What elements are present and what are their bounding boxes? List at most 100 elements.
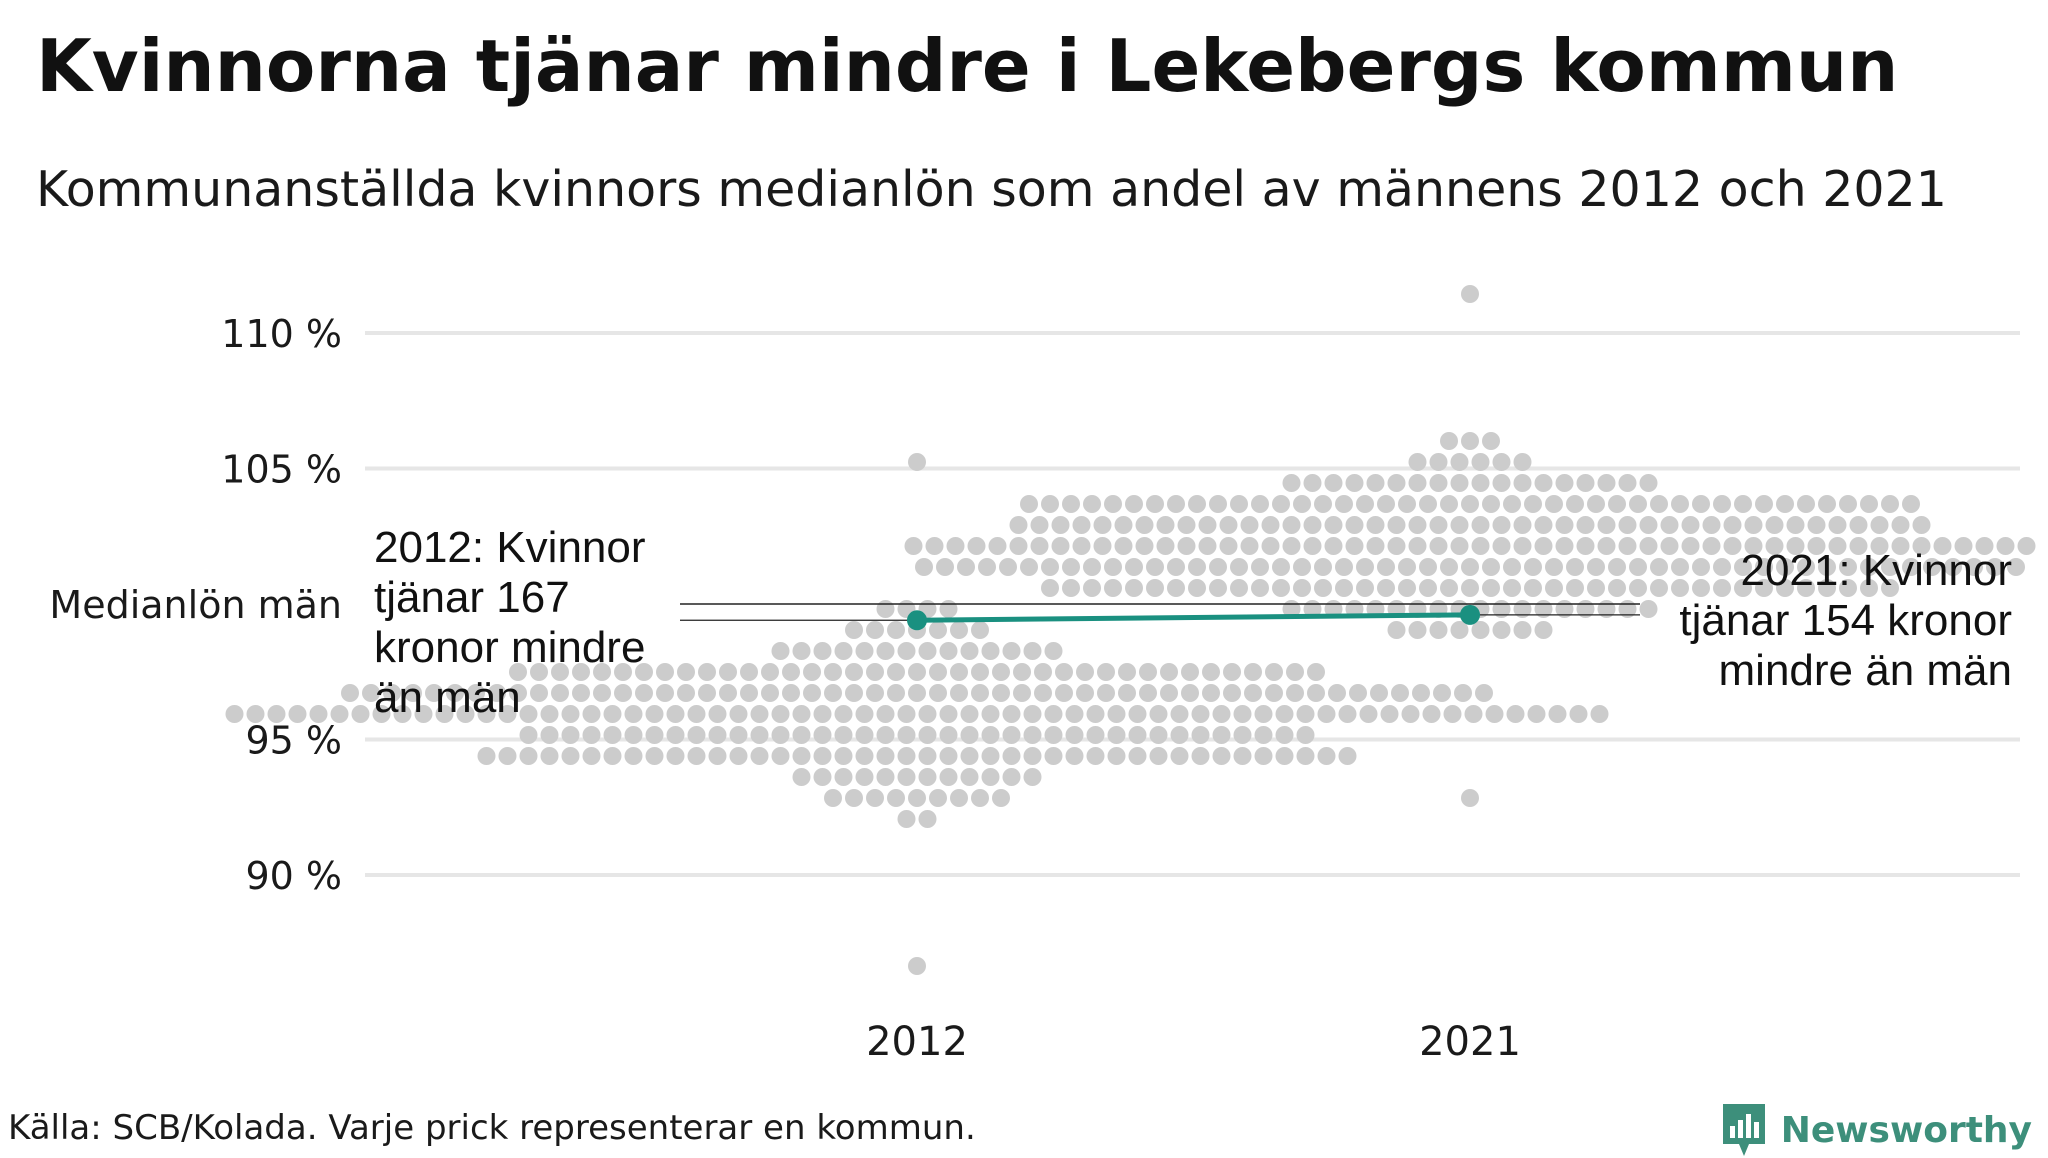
municipality-dot — [1254, 726, 1273, 744]
municipality-dot — [1002, 705, 1021, 723]
municipality-dot — [1356, 579, 1374, 597]
municipality-dot — [624, 705, 643, 723]
municipality-dot — [1629, 579, 1647, 597]
municipality-dot — [950, 663, 968, 681]
municipality-dot — [1618, 537, 1637, 555]
municipality-dot — [1377, 558, 1395, 576]
municipality-dot — [1023, 642, 1042, 660]
municipality-dot — [771, 705, 790, 723]
municipality-dot — [1370, 684, 1388, 702]
municipality-dot — [1524, 495, 1542, 513]
municipality-dot — [1408, 537, 1427, 555]
municipality-dot — [330, 705, 349, 723]
municipality-dot — [1303, 516, 1322, 534]
municipality-dot — [1912, 537, 1931, 555]
municipality-dot — [1419, 495, 1437, 513]
municipality-dot — [1275, 705, 1294, 723]
municipality-dot — [1198, 516, 1217, 534]
municipality-dot — [1671, 579, 1689, 597]
municipality-dot — [729, 747, 748, 765]
municipality-dot — [1681, 516, 1700, 534]
municipality-dot — [1107, 747, 1126, 765]
municipality-dot — [1181, 663, 1199, 681]
municipality-dot — [666, 705, 685, 723]
municipality-dot — [1296, 726, 1315, 744]
municipality-dot — [656, 684, 674, 702]
municipality-dot — [1765, 537, 1784, 555]
municipality-dot — [1167, 495, 1185, 513]
municipality-dot — [246, 705, 265, 723]
municipality-dot — [509, 663, 527, 681]
municipality-dot — [950, 621, 968, 639]
municipality-dot — [1366, 474, 1385, 492]
municipality-dot — [1902, 558, 1920, 576]
municipality-dot — [540, 726, 559, 744]
municipality-dot — [593, 663, 611, 681]
municipality-dot — [1744, 516, 1763, 534]
municipality-dot — [1576, 474, 1595, 492]
y-tick-label: 95 % — [245, 719, 342, 763]
municipality-dot — [740, 663, 758, 681]
municipality-dot — [1233, 726, 1252, 744]
municipality-dot — [782, 684, 800, 702]
municipality-dot — [572, 663, 590, 681]
municipality-dot — [1233, 705, 1252, 723]
municipality-dot — [1713, 558, 1731, 576]
municipality-dot — [1230, 579, 1248, 597]
municipality-dot — [561, 747, 580, 765]
municipality-dot — [1065, 705, 1084, 723]
municipality-dot — [1702, 516, 1721, 534]
municipality-dot — [1034, 684, 1052, 702]
municipality-dot — [1590, 705, 1609, 723]
municipality-dot — [1513, 537, 1532, 555]
municipality-dot — [1324, 474, 1343, 492]
municipality-dot — [866, 621, 884, 639]
municipality-dot — [855, 726, 874, 744]
municipality-dot — [509, 684, 527, 702]
municipality-dot — [1303, 537, 1322, 555]
municipality-dot — [1076, 663, 1094, 681]
municipality-dot — [1485, 705, 1504, 723]
municipality-dot — [341, 684, 359, 702]
municipality-dot — [992, 684, 1010, 702]
municipality-dot — [666, 726, 685, 744]
municipality-dot — [813, 705, 832, 723]
municipality-dot — [1629, 495, 1647, 513]
municipality-dot — [1755, 579, 1773, 597]
municipality-dot — [1251, 495, 1269, 513]
municipality-dot — [1030, 516, 1049, 534]
municipality-dot — [750, 705, 769, 723]
municipality-dot — [1807, 537, 1826, 555]
municipality-dot — [708, 705, 727, 723]
municipality-dot — [792, 768, 811, 786]
municipality-dot — [1513, 474, 1532, 492]
brand-logo[interactable]: Newsworthy — [1721, 1102, 2032, 1158]
municipality-dot — [1482, 579, 1500, 597]
municipality-dot — [1356, 495, 1374, 513]
municipality-dot — [918, 705, 937, 723]
municipality-dot — [1870, 516, 1889, 534]
municipality-dot — [1587, 558, 1605, 576]
municipality-dot — [1191, 705, 1210, 723]
municipality-dot — [1387, 474, 1406, 492]
municipality-dot — [1492, 453, 1511, 471]
municipality-dot — [1118, 663, 1136, 681]
municipality-dot — [225, 705, 244, 723]
municipality-dot — [1265, 684, 1283, 702]
municipality-dot — [1471, 537, 1490, 555]
municipality-dot — [1398, 558, 1416, 576]
municipality-dot — [1013, 663, 1031, 681]
municipality-dot — [887, 663, 905, 681]
municipality-dot — [1055, 663, 1073, 681]
municipality-dot — [1023, 705, 1042, 723]
municipality-dot — [845, 621, 863, 639]
municipality-dot — [1513, 453, 1532, 471]
newsworthy-logo-icon — [1722, 1104, 1765, 1156]
municipality-dot — [981, 747, 1000, 765]
municipality-dot — [1170, 705, 1189, 723]
municipality-dot — [1986, 558, 2004, 576]
municipality-dot — [1881, 579, 1899, 597]
municipality-dot — [813, 726, 832, 744]
municipality-dot — [267, 705, 286, 723]
municipality-dot — [519, 747, 538, 765]
